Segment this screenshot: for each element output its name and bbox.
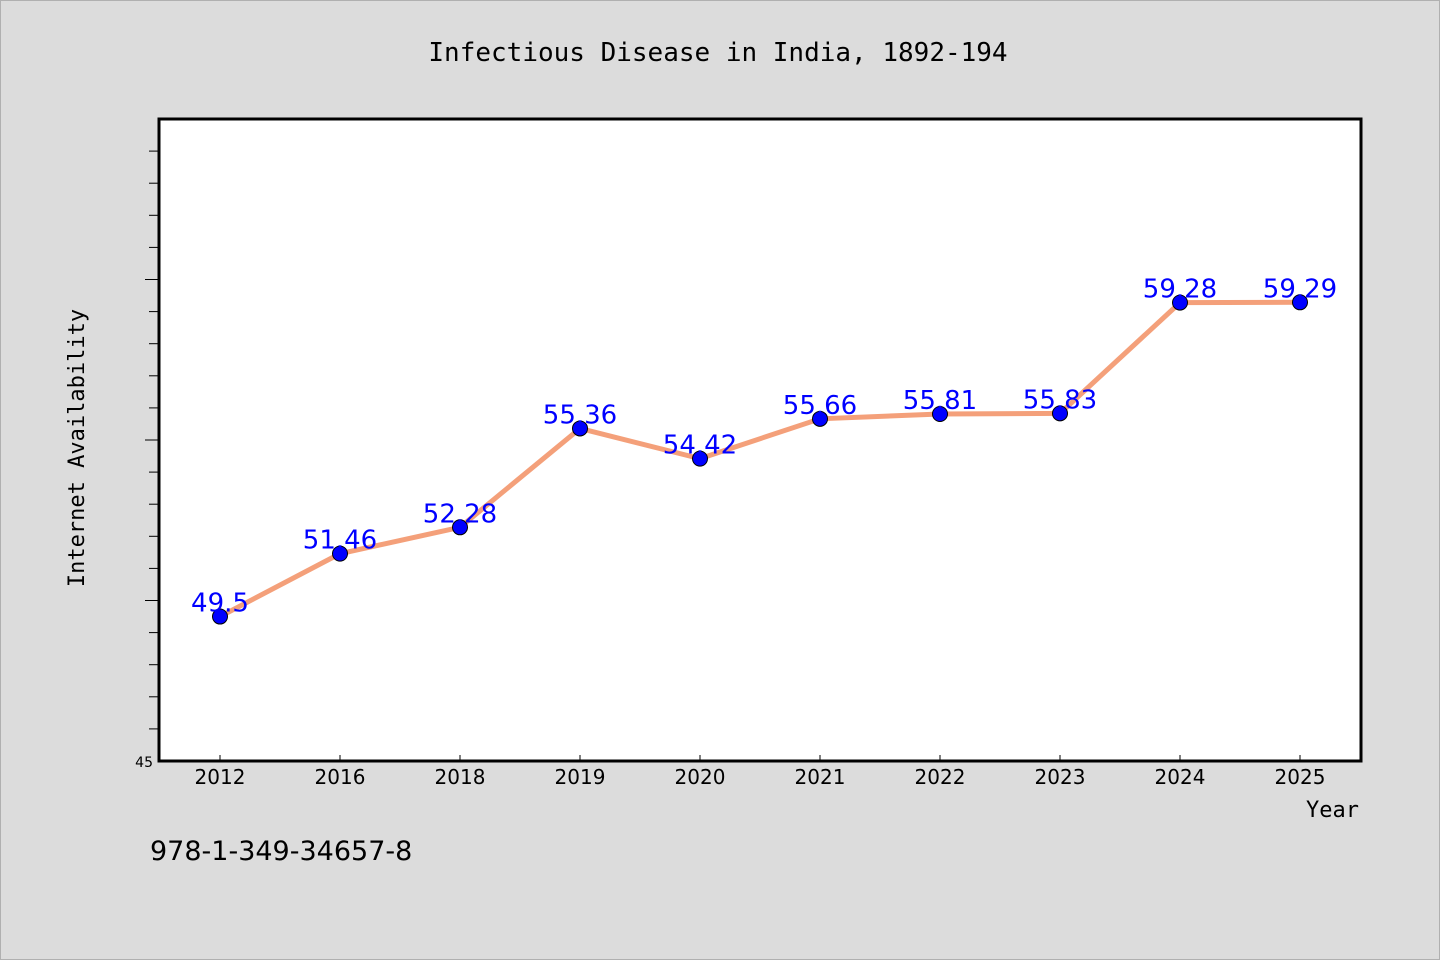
data-point-2022 — [932, 405, 948, 422]
x-tick-label-2016: 2016 — [315, 765, 366, 789]
y-axis-ticks: 45 — [135, 150, 159, 771]
y-axis-label: Internet Availability — [65, 309, 90, 587]
x-tick-label-2018: 2018 — [435, 765, 486, 789]
y-tick-label: 45 — [135, 755, 153, 771]
x-tick-label-2021: 2021 — [795, 765, 846, 789]
x-tick-label-2023: 2023 — [1035, 765, 1086, 789]
x-axis-label: Year — [1306, 798, 1359, 823]
data-label-2016: 51.46 — [303, 526, 377, 556]
x-tick-label-2012: 2012 — [195, 765, 246, 789]
data-point-2024 — [1172, 294, 1188, 311]
x-tick-label-2022: 2022 — [915, 765, 966, 789]
x-tick-label-2019: 2019 — [555, 765, 606, 789]
data-label-2019: 55.36 — [543, 400, 617, 430]
data-label-2012: 49.5 — [191, 589, 249, 619]
series-line — [217, 299, 1303, 620]
x-tick-label-2024: 2024 — [1155, 765, 1206, 789]
data-label-2018: 52.28 — [423, 499, 497, 529]
data-label-2024: 59.28 — [1143, 275, 1217, 305]
data-label-2021: 55.66 — [783, 391, 857, 421]
data-label-2025: 59.29 — [1263, 274, 1337, 304]
x-tick-label-2020: 2020 — [675, 765, 726, 789]
data-point-2016 — [332, 545, 348, 562]
isbn-footer: 978-1-349-34657-8 — [150, 836, 413, 867]
data-point-2012 — [212, 608, 228, 625]
plot-area — [157, 117, 1363, 763]
data-label-2022: 55.81 — [903, 386, 977, 416]
series-layer — [212, 294, 1308, 625]
x-tick-label-2025: 2025 — [1275, 765, 1326, 789]
data-point-2023 — [1052, 405, 1068, 422]
chart-title: Infectious Disease in India, 1892-194 — [428, 38, 1007, 68]
data-point-2019 — [572, 420, 588, 437]
data-point-2018 — [452, 519, 468, 536]
data-label-2020: 54.42 — [663, 431, 737, 461]
data-point-2020 — [692, 450, 708, 467]
data-label-2023: 55.83 — [1023, 385, 1097, 415]
data-point-2025 — [1292, 294, 1308, 311]
data-labels: 49.5 51.46 52.28 55.36 54.42 55.66 55.81 55.83 5… — [191, 274, 1337, 618]
data-point-2021 — [812, 410, 828, 427]
x-axis-ticks: 2012 2016 2018 2019 2020 2021 2022 2023 2024 2025 — [195, 755, 1326, 789]
